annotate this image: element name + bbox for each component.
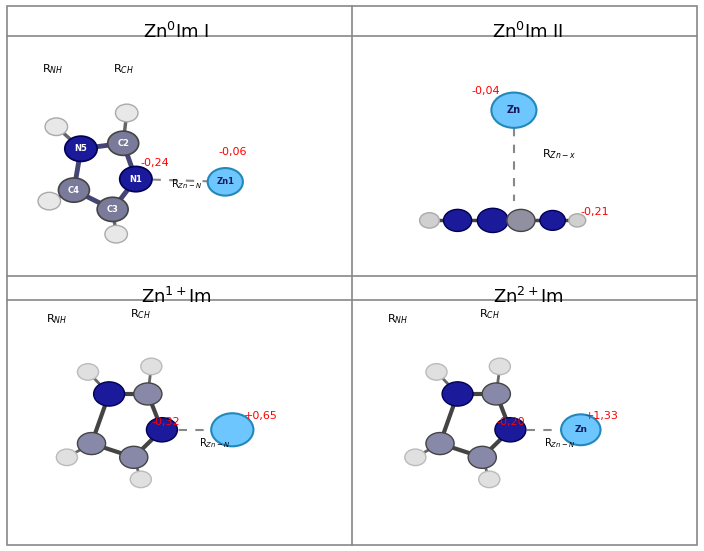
Text: -0,20: -0,20	[496, 417, 524, 426]
Text: Zn: Zn	[507, 105, 521, 115]
Circle shape	[56, 449, 77, 466]
Circle shape	[491, 93, 536, 128]
Text: R$_{NH}$: R$_{NH}$	[387, 312, 408, 327]
Text: -0,04: -0,04	[472, 86, 500, 96]
Text: +1,33: +1,33	[585, 411, 619, 421]
Circle shape	[426, 364, 447, 380]
Circle shape	[405, 449, 426, 466]
Circle shape	[420, 213, 439, 228]
Text: R$_{NH}$: R$_{NH}$	[46, 312, 67, 327]
Circle shape	[97, 197, 128, 222]
Text: Zn$^{0}$Im II: Zn$^{0}$Im II	[492, 22, 564, 42]
Circle shape	[77, 364, 99, 380]
Text: R$_{CH}$: R$_{CH}$	[130, 307, 151, 321]
Text: R$_{CH}$: R$_{CH}$	[113, 62, 134, 76]
Circle shape	[468, 446, 496, 468]
Circle shape	[146, 418, 177, 442]
Circle shape	[569, 214, 586, 227]
Text: C2: C2	[117, 139, 130, 148]
Circle shape	[115, 104, 138, 122]
Circle shape	[540, 210, 565, 230]
Circle shape	[94, 382, 125, 406]
Circle shape	[65, 136, 97, 161]
Circle shape	[108, 131, 139, 155]
Text: Zn$^{2+}$Im: Zn$^{2+}$Im	[493, 287, 563, 306]
Circle shape	[489, 358, 510, 375]
Circle shape	[58, 178, 89, 202]
Circle shape	[507, 209, 535, 231]
Text: C3: C3	[107, 205, 118, 214]
Circle shape	[495, 418, 526, 442]
Circle shape	[442, 382, 473, 406]
Circle shape	[120, 166, 152, 192]
Circle shape	[479, 471, 500, 488]
Circle shape	[561, 414, 601, 445]
Text: Zn1: Zn1	[216, 177, 234, 186]
Circle shape	[482, 383, 510, 405]
Circle shape	[477, 208, 508, 233]
Text: R$_{Zn-N}$: R$_{Zn-N}$	[544, 436, 575, 451]
Circle shape	[130, 471, 151, 488]
Text: +0,65: +0,65	[244, 411, 277, 421]
Text: Zn$^{1+}$Im: Zn$^{1+}$Im	[141, 287, 211, 306]
Circle shape	[208, 168, 243, 196]
Text: N5: N5	[75, 144, 87, 153]
Circle shape	[45, 118, 68, 136]
Circle shape	[105, 225, 127, 243]
Text: R$_{Zn-N}$: R$_{Zn-N}$	[171, 177, 202, 192]
Circle shape	[134, 383, 162, 405]
Circle shape	[444, 209, 472, 231]
Circle shape	[426, 433, 454, 455]
Text: -0,32: -0,32	[151, 417, 180, 426]
Circle shape	[38, 192, 61, 210]
Text: N1: N1	[130, 175, 142, 183]
Text: Zn$^{0}$Im I: Zn$^{0}$Im I	[143, 22, 209, 42]
Circle shape	[77, 433, 106, 455]
Text: -0,24: -0,24	[141, 158, 169, 168]
Text: R$_{NH}$: R$_{NH}$	[42, 62, 63, 76]
Text: Zn: Zn	[574, 425, 587, 434]
Text: -0,06: -0,06	[218, 147, 246, 156]
Circle shape	[120, 446, 148, 468]
Text: R$_{CH}$: R$_{CH}$	[479, 307, 500, 321]
Circle shape	[141, 358, 162, 375]
Text: R$_{Zn-x}$: R$_{Zn-x}$	[542, 147, 577, 161]
Text: C4: C4	[68, 186, 80, 195]
Circle shape	[211, 413, 253, 446]
Text: -0,21: -0,21	[581, 207, 609, 217]
Text: R$_{Zn-N}$: R$_{Zn-N}$	[199, 436, 230, 451]
